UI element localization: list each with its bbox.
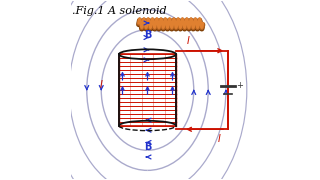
Text: I: I xyxy=(187,36,190,46)
Text: B: B xyxy=(144,30,151,40)
Text: B: B xyxy=(144,142,151,152)
Text: +: + xyxy=(236,81,244,90)
Text: I: I xyxy=(218,134,220,144)
Text: I: I xyxy=(100,80,102,90)
Text: .Fig.1 A solenoid: .Fig.1 A solenoid xyxy=(73,6,167,16)
